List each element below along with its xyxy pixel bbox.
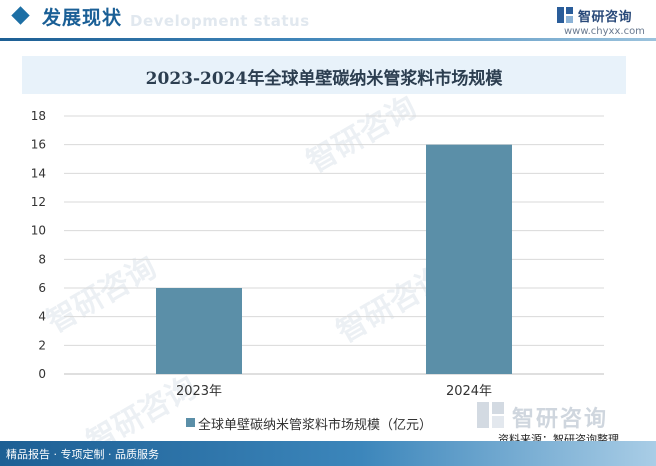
watermark-logo: 智研咨询 — [476, 401, 636, 432]
chart-title-band: 2023-2024年全球单壁碳纳米管浆料市场规模 — [22, 56, 626, 94]
legend-swatch — [186, 418, 195, 427]
footer-bar: 精品报告 · 专项定制 · 品质服务 — [0, 441, 656, 466]
y-tick-label: 12 — [31, 195, 46, 209]
x-tick-label: 2024年 — [446, 384, 492, 399]
legend-label: 全球单壁碳纳米管浆料市场规模（亿元） — [198, 418, 433, 433]
y-tick-label: 6 — [38, 281, 46, 295]
header-subtitle: Development status — [130, 12, 310, 30]
x-tick-label: 2023年 — [176, 384, 222, 399]
brand-url: www.chyxx.com — [564, 26, 645, 37]
chart-title: 2023-2024年全球单壁碳纳米管浆料市场规模 — [145, 69, 503, 89]
bar — [156, 288, 242, 374]
bar-chart: 0 2 4 6 8 10 12 14 16 18 2023年 2024年 — [31, 109, 604, 399]
y-tick-label: 14 — [31, 166, 46, 180]
brand-name: 智研咨询 — [578, 10, 633, 25]
brand-logo-icon — [557, 7, 573, 23]
header-divider — [0, 38, 656, 41]
y-tick-label: 10 — [31, 224, 46, 238]
watermark-logo-icon — [477, 402, 504, 428]
bar — [426, 144, 512, 374]
footer-text: 精品报告 · 专项定制 · 品质服务 — [6, 448, 159, 461]
y-tick-label: 0 — [38, 367, 46, 381]
y-tick-label: 4 — [38, 310, 46, 324]
section-header: Development status 发展现状 — [0, 0, 656, 41]
diamond-icon — [11, 6, 30, 25]
y-tick-label: 2 — [38, 338, 46, 352]
y-tick-label: 8 — [38, 252, 46, 266]
y-tick-label: 18 — [31, 109, 46, 123]
header-title: 发展现状 — [42, 7, 123, 29]
watermark-logo-name: 智研咨询 — [512, 407, 609, 432]
brand-logo: 智研咨询 www.chyxx.com — [556, 6, 652, 38]
y-tick-label: 16 — [31, 138, 46, 152]
